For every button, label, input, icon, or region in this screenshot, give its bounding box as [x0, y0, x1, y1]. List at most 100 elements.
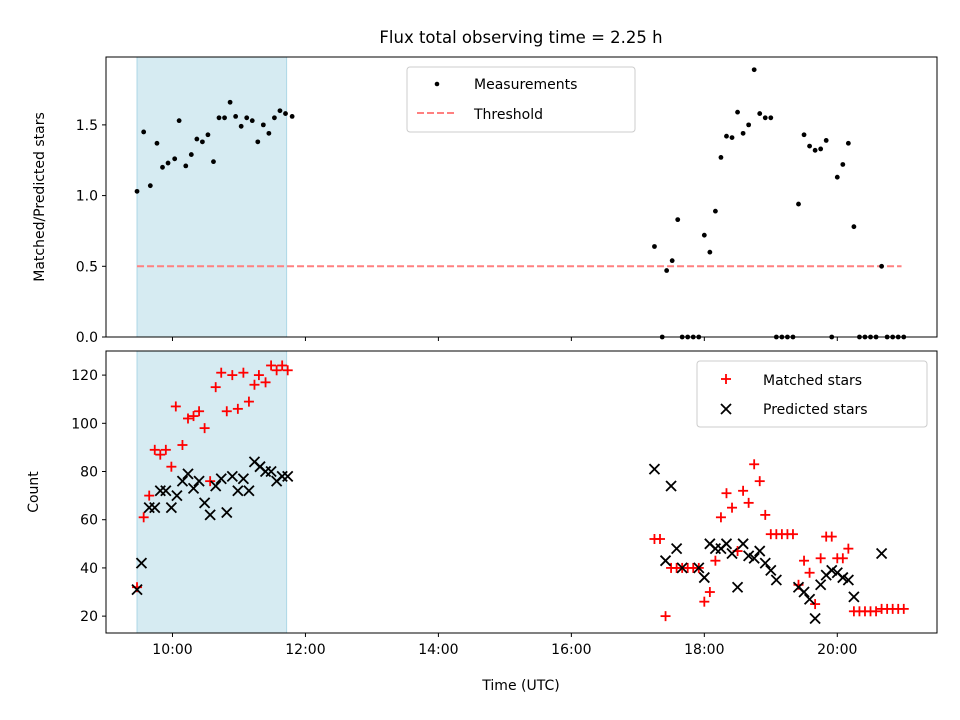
predicted-point: [737, 538, 749, 550]
predicted-point: [842, 574, 854, 586]
measurement-point: [255, 139, 261, 145]
measurement-point: [147, 183, 153, 189]
ratio-panel: 0.0 0.5 1.0 1.5 Matched/Predicted stars Mea…: [32, 56, 938, 346]
count-series-predicted-stars: [131, 456, 888, 625]
ratio-y-ticks: 0.0 0.5 1.0 1.5: [76, 118, 106, 346]
ratio-legend: Measurements Threshold: [406, 66, 636, 133]
matched-point: [898, 603, 909, 614]
measurement-point: [141, 129, 147, 135]
matched-point: [188, 411, 199, 422]
ratio-y-axis-label: Matched/Predicted stars: [32, 112, 48, 282]
predicted-point: [665, 480, 677, 492]
matched-point: [266, 360, 277, 371]
predicted-point: [237, 473, 250, 485]
predicted-point: [659, 555, 672, 567]
predicted-point: [720, 538, 733, 550]
predicted-point: [826, 564, 838, 576]
measurement-point: [740, 130, 746, 136]
matched-point: [205, 476, 216, 487]
measurement-point: [277, 108, 283, 114]
predicted-point: [265, 465, 277, 478]
measurement-point: [746, 122, 752, 128]
measurement-point: [713, 208, 718, 214]
measurement-point: [238, 123, 244, 129]
measurement-point: [227, 99, 233, 105]
measurement-point: [154, 140, 160, 146]
measurement-point: [244, 115, 250, 121]
matched-point: [243, 396, 254, 407]
matched-point: [754, 476, 765, 487]
predicted-point: [693, 562, 705, 574]
predicted-point: [182, 468, 194, 480]
measurement-point: [233, 113, 239, 119]
measurement-point: [176, 118, 182, 124]
ratio-shaded-interval: [136, 56, 288, 338]
predicted-point: [243, 485, 255, 497]
matched-point: [249, 379, 260, 390]
measurement-point: [762, 115, 768, 121]
matched-point: [271, 365, 282, 376]
matched-point: [227, 370, 238, 381]
measurement-point: [812, 147, 818, 153]
matched-point: [710, 555, 721, 566]
matched-point: [738, 485, 749, 496]
predicted-point: [198, 497, 211, 509]
measurement-point: [768, 115, 774, 121]
predicted-point: [837, 571, 849, 584]
matched-point: [160, 444, 171, 455]
matched-point: [155, 449, 166, 460]
matched-point: [282, 365, 293, 376]
predicted-point: [770, 574, 782, 586]
measurement-point: [272, 115, 277, 121]
predicted-point: [226, 470, 238, 482]
matched-point: [199, 423, 210, 434]
count-legend-box: [696, 360, 928, 428]
measurement-point: [818, 146, 824, 152]
measurement-point: [701, 232, 707, 238]
matched-point: [727, 502, 738, 513]
ratio-y-tick-label: 0.0: [76, 330, 98, 346]
count-y-tick-label: 20: [80, 609, 98, 625]
predicted-point: [803, 593, 816, 605]
matched-point: [216, 367, 227, 378]
matched-point: [277, 360, 288, 371]
predicted-point: [815, 579, 827, 591]
matched-point: [837, 553, 848, 564]
measurement-point: [751, 67, 757, 73]
predicted-point: [176, 475, 189, 487]
matched-point: [260, 377, 271, 388]
matched-point: [715, 512, 726, 523]
measurement-point: [260, 122, 266, 128]
count-y-axis-label: Count: [26, 471, 42, 513]
matched-point: [787, 529, 798, 540]
legend-predicted-marker: [720, 403, 732, 415]
predicted-point: [210, 480, 222, 492]
measurement-point: [183, 163, 189, 169]
predicted-point: [759, 557, 771, 569]
chart-title: Flux total observing time = 2.25 h: [379, 28, 662, 47]
predicted-point: [798, 586, 810, 598]
ratio-plot-area: [134, 56, 907, 340]
matched-point: [843, 543, 854, 554]
matched-point: [194, 406, 205, 417]
measurement-point: [249, 118, 255, 124]
matched-point: [144, 490, 155, 501]
measurement-point: [718, 155, 724, 160]
measurement-point: [266, 130, 272, 136]
measurement-point: [216, 115, 222, 121]
count-panel: 20 40 60 80 100 120 10:00 12:00 14:00 16:00 18:00…: [26, 350, 938, 694]
predicted-point: [765, 564, 777, 576]
predicted-point: [731, 581, 744, 593]
count-y-tick-label: 40: [80, 561, 98, 577]
predicted-point: [193, 475, 205, 487]
measurement-point: [283, 111, 288, 116]
x-tick-label: 18:00: [684, 642, 724, 658]
measurement-point: [199, 139, 205, 145]
ratio-y-tick-label: 1.5: [76, 118, 98, 134]
predicted-point: [204, 509, 216, 521]
predicted-point: [160, 485, 172, 497]
predicted-point: [171, 489, 183, 502]
ratio-axes-frame: [105, 56, 938, 338]
measurement-point: [664, 268, 670, 273]
